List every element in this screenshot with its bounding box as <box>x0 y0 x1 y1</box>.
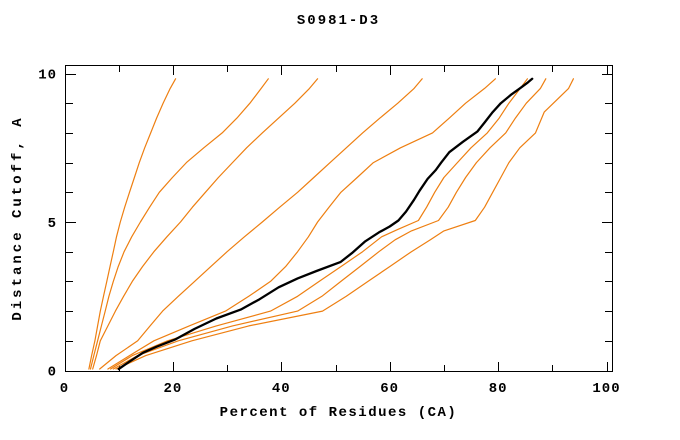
x-axis-label: Percent of Residues (CA) <box>219 405 458 421</box>
model-curve-8 <box>115 78 575 370</box>
model-curve-1 <box>88 78 177 370</box>
y-tick-label: 5 <box>48 216 57 232</box>
y-tick-label: 10 <box>38 68 57 84</box>
x-tick-label: 40 <box>272 381 291 397</box>
x-tick-label: 20 <box>163 381 182 397</box>
model-curve-5 <box>107 78 496 370</box>
highlighted-model-curve <box>117 77 534 371</box>
model-curve-6 <box>109 78 529 370</box>
x-tick-label: 60 <box>380 381 399 397</box>
model-curve-3 <box>92 78 319 370</box>
plot-frame <box>65 65 613 372</box>
chart-title: S0981-D3 <box>296 13 381 29</box>
x-tick-label: 100 <box>592 381 620 397</box>
x-tick-label: 0 <box>60 381 69 397</box>
x-tick-label: 80 <box>489 381 508 397</box>
model-curve-7 <box>112 78 547 370</box>
y-tick-label: 0 <box>48 365 57 381</box>
model-curve-2 <box>89 78 269 370</box>
model-curve-4 <box>99 78 423 370</box>
